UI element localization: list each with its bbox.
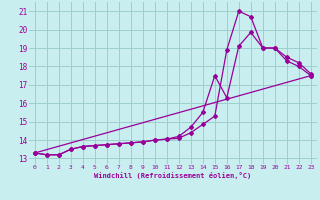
X-axis label: Windchill (Refroidissement éolien,°C): Windchill (Refroidissement éolien,°C) bbox=[94, 172, 252, 179]
